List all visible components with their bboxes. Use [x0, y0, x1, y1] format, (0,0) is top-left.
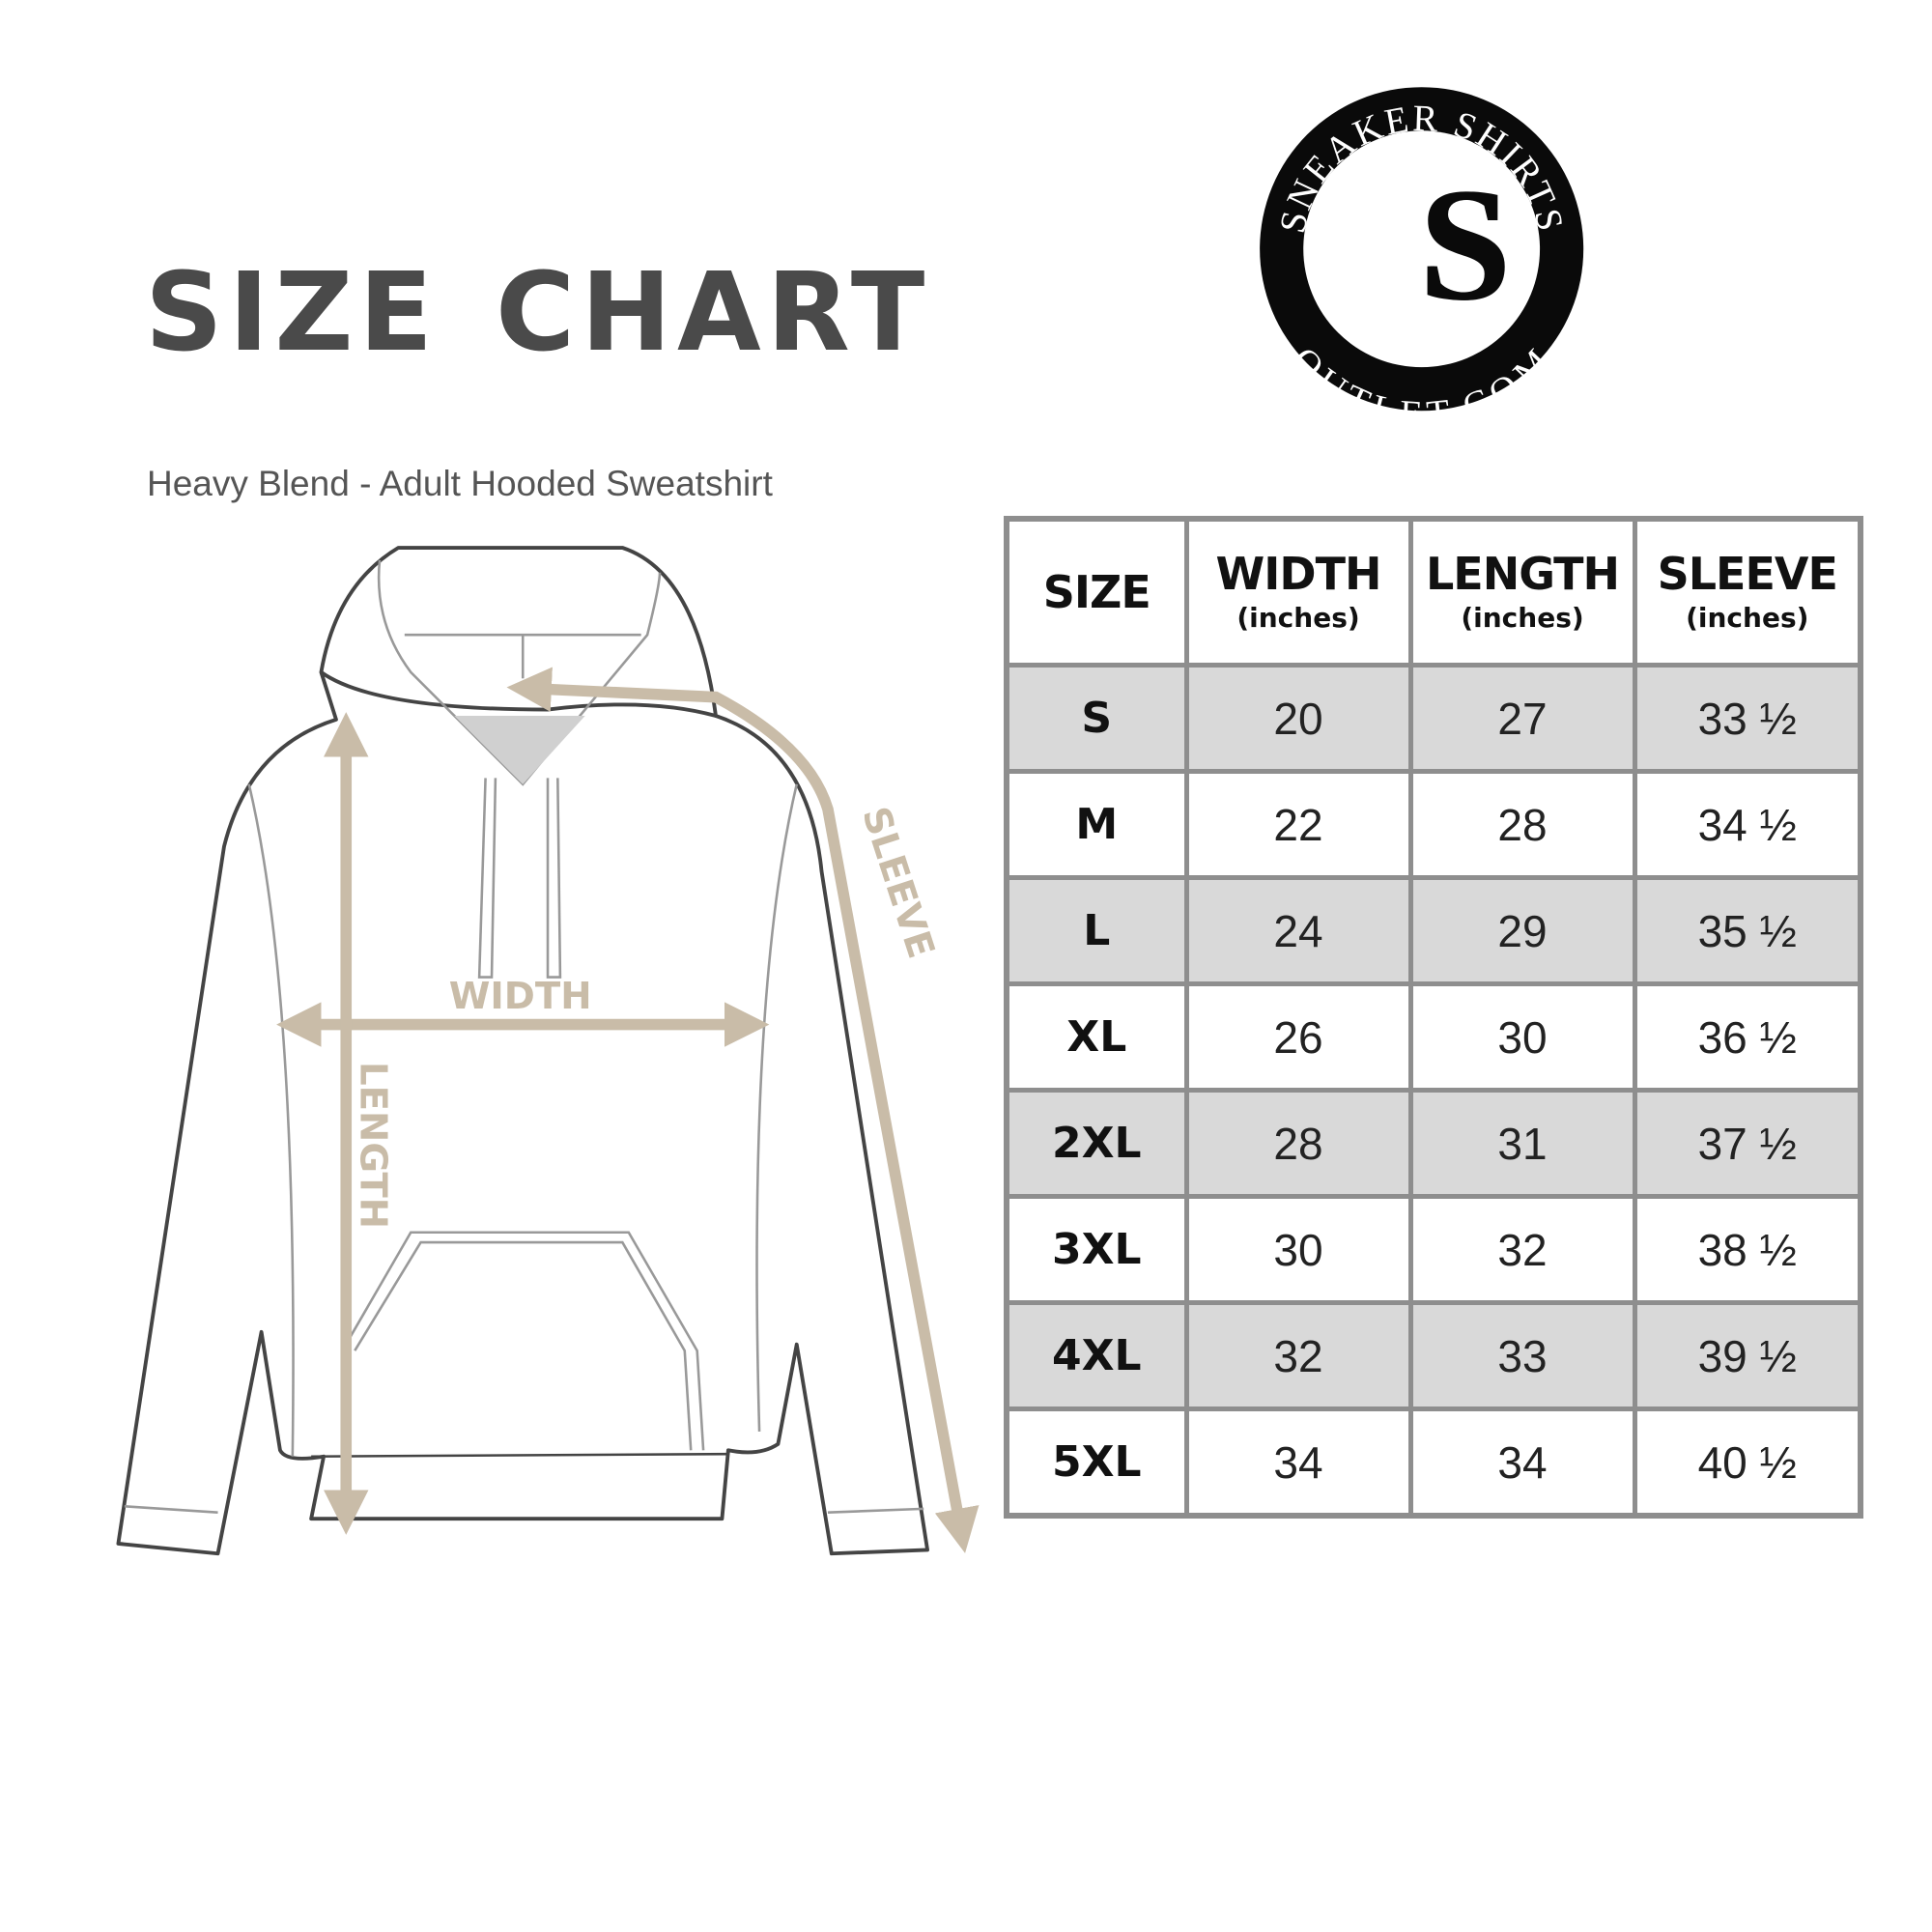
- length-cell: 27: [1407, 663, 1637, 774]
- table-row: 2XL 28 31 37 ½: [1004, 1088, 1863, 1199]
- sleeve-cell: 40 ½: [1632, 1406, 1863, 1519]
- width-cell: 34: [1183, 1406, 1413, 1519]
- size-cell: S: [1004, 663, 1189, 774]
- size-cell: XL: [1004, 981, 1189, 1093]
- sleeve-cell: 36 ½: [1632, 981, 1863, 1093]
- column-header-width: WIDTH (inches): [1183, 516, 1413, 668]
- length-cell: 31: [1407, 1088, 1637, 1199]
- column-header-sleeve: SLEEVE (inches): [1632, 516, 1863, 668]
- column-header-size: SIZE: [1004, 516, 1189, 668]
- sleeve-cell: 38 ½: [1632, 1194, 1863, 1305]
- hoodie-outline: [116, 546, 929, 1556]
- table-row: S 20 27 33 ½: [1004, 663, 1863, 774]
- sleeve-label: SLEEVE: [853, 802, 943, 964]
- size-cell: M: [1004, 769, 1189, 880]
- size-cell: L: [1004, 875, 1189, 986]
- sleeve-cell: 35 ½: [1632, 875, 1863, 986]
- table-row: 5XL 34 34 40 ½: [1004, 1406, 1863, 1519]
- length-cell: 33: [1407, 1300, 1637, 1411]
- length-cell: 32: [1407, 1194, 1637, 1305]
- table-row: 4XL 32 33 39 ½: [1004, 1300, 1863, 1411]
- width-cell: 24: [1183, 875, 1413, 986]
- length-cell: 29: [1407, 875, 1637, 986]
- size-cell: 2XL: [1004, 1088, 1189, 1199]
- size-cell: 5XL: [1004, 1406, 1189, 1519]
- width-cell: 26: [1183, 981, 1413, 1093]
- size-cell: 4XL: [1004, 1300, 1189, 1411]
- length-cell: 28: [1407, 769, 1637, 880]
- table-header-row: SIZE WIDTH (inches) LENGTH (inches) SLEEVE…: [1004, 516, 1863, 668]
- sleeve-cell: 33 ½: [1632, 663, 1863, 774]
- sleeve-cell: 37 ½: [1632, 1088, 1863, 1199]
- brand-logo: SNEAKER SHIRTS OUTLET.COM SS: [1260, 87, 1593, 436]
- page-title: SIZE CHART: [145, 250, 931, 376]
- table-row: 3XL 30 32 38 ½: [1004, 1194, 1863, 1305]
- width-cell: 20: [1183, 663, 1413, 774]
- sleeve-cell: 34 ½: [1632, 769, 1863, 880]
- size-table: SIZE WIDTH (inches) LENGTH (inches) SLEEVE…: [1004, 516, 1863, 1519]
- table-row: M 22 28 34 ½: [1004, 769, 1863, 880]
- measurement-lines: [276, 667, 980, 1553]
- length-label: LENGTH: [352, 1062, 395, 1229]
- length-cell: 30: [1407, 981, 1637, 1093]
- sleeve-arrow: [506, 667, 980, 1553]
- width-cell: 28: [1183, 1088, 1413, 1199]
- length-cell: 34: [1407, 1406, 1637, 1519]
- size-cell: 3XL: [1004, 1194, 1189, 1305]
- table-row: XL 26 30 36 ½: [1004, 981, 1863, 1093]
- width-cell: 32: [1183, 1300, 1413, 1411]
- width-cell: 30: [1183, 1194, 1413, 1305]
- table-row: L 24 29 35 ½: [1004, 875, 1863, 986]
- column-header-length: LENGTH (inches): [1407, 516, 1637, 668]
- product-subtitle: Heavy Blend - Adult Hooded Sweatshirt: [147, 464, 773, 503]
- width-cell: 22: [1183, 769, 1413, 880]
- width-label: WIDTH: [449, 975, 592, 1018]
- sleeve-cell: 39 ½: [1632, 1300, 1863, 1411]
